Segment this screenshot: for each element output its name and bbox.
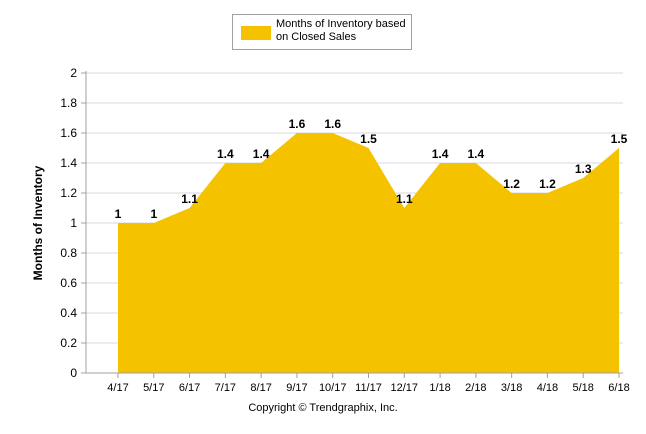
data-label: 1.1 — [181, 192, 198, 206]
y-tick-label: 1.4 — [60, 156, 77, 170]
data-label: 1.4 — [217, 147, 234, 161]
x-tick-label: 6/18 — [608, 382, 629, 394]
y-tick-label: 2 — [70, 66, 77, 80]
x-tick-label: 5/17 — [143, 382, 164, 394]
copyright-footer: Copyright © Trendgraphix, Inc. — [248, 402, 398, 414]
data-label: 1.2 — [503, 177, 520, 191]
x-tick-label: 8/17 — [250, 382, 271, 394]
y-tick-label: 0.2 — [60, 336, 77, 350]
y-tick-label: 0.6 — [60, 276, 77, 290]
y-tick-label: 0.4 — [60, 306, 77, 320]
area-series — [118, 133, 619, 373]
data-label: 1.4 — [253, 147, 270, 161]
x-tick-label: 4/18 — [537, 382, 558, 394]
data-label: 1 — [150, 207, 157, 221]
data-label: 1.3 — [575, 162, 592, 176]
data-label: 1.4 — [432, 147, 449, 161]
data-label: 1 — [115, 207, 122, 221]
x-tick-label: 11/17 — [355, 382, 382, 394]
data-label: 1.6 — [289, 117, 306, 131]
x-tick-label: 5/18 — [573, 382, 594, 394]
data-label: 1.5 — [360, 132, 377, 146]
legend-swatch — [241, 26, 271, 40]
data-label: 1.5 — [611, 132, 628, 146]
x-tick-label: 6/17 — [179, 382, 200, 394]
data-label: 1.6 — [324, 117, 341, 131]
x-tick-label: 12/17 — [391, 382, 419, 394]
data-label: 1.4 — [468, 147, 485, 161]
x-tick-label: 7/17 — [215, 382, 236, 394]
y-axis-title: Months of Inventory — [31, 165, 45, 281]
x-tick-label: 1/18 — [429, 382, 450, 394]
y-tick-label: 0 — [70, 366, 77, 380]
y-tick-label: 0.8 — [60, 246, 77, 260]
y-tick-label: 1 — [70, 216, 77, 230]
y-tick-label: 1.6 — [60, 126, 77, 140]
x-tick-label: 9/17 — [286, 382, 307, 394]
x-tick-label: 3/18 — [501, 382, 522, 394]
legend-label: Months of Inventory based on Closed Sale… — [276, 18, 406, 43]
y-tick-label: 1.8 — [60, 96, 77, 110]
x-tick-label: 10/17 — [319, 382, 347, 394]
y-tick-label: 1.2 — [60, 186, 77, 200]
data-label: 1.1 — [396, 192, 413, 206]
legend: Months of Inventory based on Closed Sale… — [232, 14, 412, 50]
x-tick-label: 2/18 — [465, 382, 486, 394]
data-label: 1.2 — [539, 177, 556, 191]
x-tick-label: 4/17 — [107, 382, 128, 394]
